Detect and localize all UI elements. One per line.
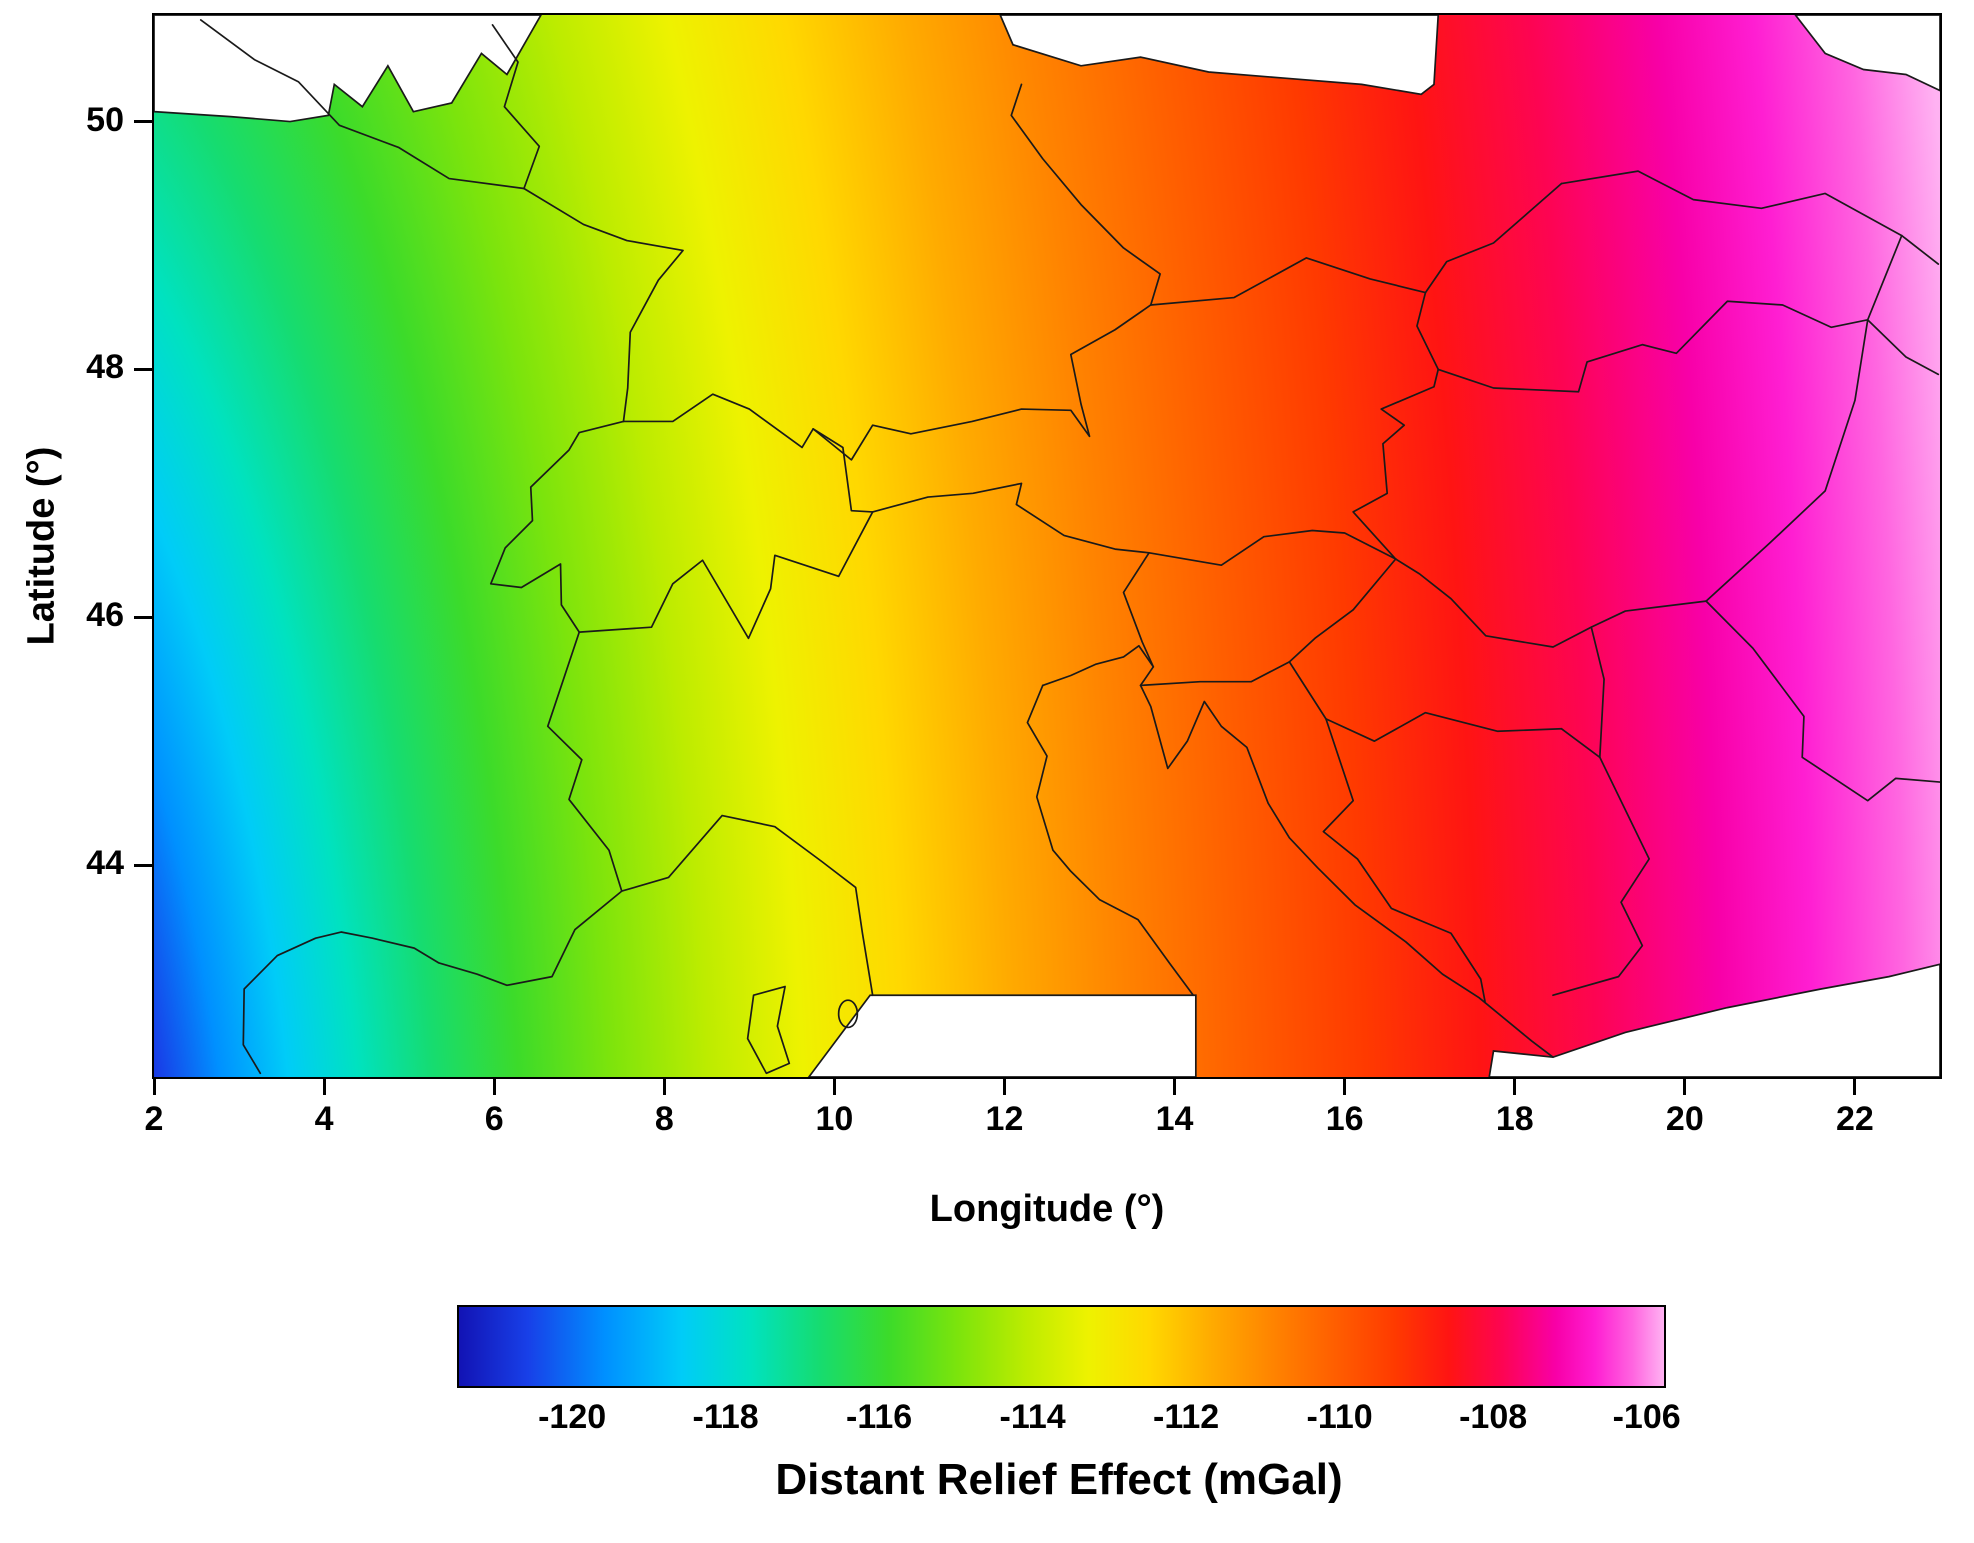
y-tick-mark (134, 120, 152, 124)
y-tick-mark (134, 367, 152, 371)
x-tick-mark (1002, 1079, 1006, 1095)
no-data-top-right (1795, 15, 1940, 91)
colorbar-label: Distant Relief Effect (mGal) (775, 1455, 1343, 1504)
no-data-top-middle (1000, 15, 1438, 94)
colorbar-tick-label: -110 (1306, 1398, 1373, 1436)
x-tick-mark (1173, 1079, 1177, 1095)
border-croatia-bosnia-north (1326, 713, 1562, 742)
border-germany-czechia (1011, 84, 1160, 305)
colorbar-tick-label: -120 (538, 1398, 607, 1436)
x-tick-mark (152, 1079, 156, 1095)
x-tick-label: 18 (1495, 1100, 1534, 1138)
border-austria-slovenia (1149, 531, 1396, 566)
map-overlay-svg (154, 15, 1940, 1077)
y-tick-label: 44 (86, 844, 124, 883)
map-plot-area (152, 13, 1942, 1079)
border-austria-hungary (1353, 293, 1438, 559)
y-tick-label: 50 (86, 100, 124, 139)
border-slovakia-hungary (1438, 301, 1867, 391)
country-borders (201, 20, 1940, 1073)
x-tick-label: 10 (815, 1100, 854, 1138)
x-axis-label: Longitude (°) (929, 1188, 1165, 1230)
border-germany-austria (813, 305, 1151, 460)
border-france-belgium (201, 20, 524, 189)
x-tick-label: 12 (985, 1100, 1024, 1138)
coast-elba (839, 1000, 858, 1027)
colorbar-tick-label: -112 (1153, 1398, 1220, 1436)
x-tick-label: 16 (1325, 1100, 1364, 1138)
border-czechia-austria-slovakia (1151, 184, 1562, 305)
x-tick-mark (1513, 1079, 1517, 1095)
no-data-tyrrhenian (809, 995, 1196, 1077)
colorbar (457, 1305, 1666, 1388)
x-tick-label: 8 (654, 1100, 674, 1138)
border-hungary-croatia (1396, 559, 1592, 647)
x-tick-label: 4 (314, 1100, 334, 1138)
coast-italy-adriatic (1027, 685, 1193, 995)
colorbar-tick-label: -114 (999, 1398, 1066, 1436)
border-italy-slovenia (1124, 553, 1154, 667)
x-tick-label: 2 (144, 1100, 164, 1138)
no-data-top-left (154, 15, 541, 122)
x-tick-label: 6 (484, 1100, 504, 1138)
border-slovenia-croatia (1141, 559, 1396, 685)
x-tick-label: 14 (1155, 1100, 1194, 1138)
border-austria-italy (873, 483, 1149, 552)
border-romania-hungary (1706, 320, 1868, 601)
x-tick-label: 20 (1665, 1100, 1704, 1138)
y-tick-mark (134, 863, 152, 867)
y-tick-label: 46 (86, 596, 124, 635)
border-hungary-ukraine (1868, 236, 1939, 375)
border-belgium-germany (492, 25, 539, 189)
border-france-italy (548, 632, 622, 891)
coast-corsica (748, 987, 790, 1074)
colorbar-tick-label: -106 (1612, 1398, 1681, 1436)
colorbar-tick-label: -116 (846, 1398, 913, 1436)
border-switzerland (491, 394, 873, 638)
x-tick-mark (662, 1079, 666, 1095)
y-tick-mark (134, 615, 152, 619)
no-data-bottom-right (1489, 964, 1940, 1077)
coast-mediterranean-ligurian (243, 816, 872, 1074)
border-bosnia-serbia (1553, 729, 1649, 995)
x-tick-mark (1343, 1079, 1347, 1095)
coast-north-adriatic-croatia (1043, 646, 1553, 1057)
border-hungary-serbia-danube (1591, 601, 1706, 757)
colorbar-tick-label: -118 (692, 1398, 759, 1436)
colorbar-tick-label: -108 (1459, 1398, 1528, 1436)
border-france-germany (524, 188, 683, 421)
x-tick-mark (1853, 1079, 1857, 1095)
x-tick-mark (832, 1079, 836, 1095)
x-tick-mark (322, 1079, 326, 1095)
border-croatia-bosnia-west (1289, 662, 1485, 1002)
x-tick-mark (1683, 1079, 1687, 1095)
border-slovakia-poland (1562, 171, 1939, 264)
border-romania-serbia (1706, 601, 1940, 801)
no-data-regions (154, 15, 1940, 1077)
x-tick-label: 22 (1836, 1100, 1874, 1138)
y-tick-label: 48 (86, 348, 124, 387)
x-tick-mark (492, 1079, 496, 1095)
